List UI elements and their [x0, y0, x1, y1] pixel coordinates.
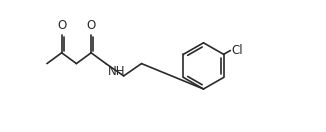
Text: NH: NH	[107, 65, 125, 78]
Text: O: O	[86, 19, 96, 32]
Text: O: O	[57, 19, 66, 32]
Text: Cl: Cl	[231, 44, 243, 57]
